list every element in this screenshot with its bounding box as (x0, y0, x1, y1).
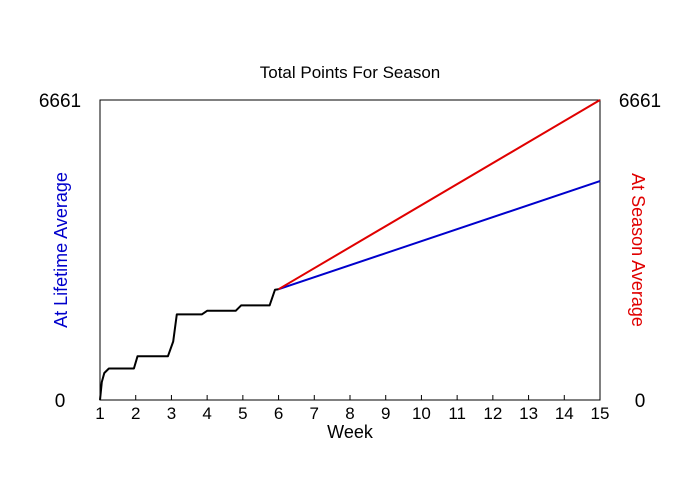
y-left-min-label: 0 (55, 391, 66, 412)
x-tick-label: 8 (345, 404, 354, 423)
x-tick-label: 4 (202, 404, 211, 423)
x-tick-label: 5 (238, 404, 247, 423)
x-tick-label: 7 (310, 404, 319, 423)
x-axis-label: Week (327, 422, 374, 442)
series-line-season (279, 100, 600, 289)
y-axis-label-right: At Season Average (628, 173, 648, 327)
chart-title: Total Points For Season (260, 63, 440, 82)
series-layer (100, 100, 600, 400)
x-tick-label: 6 (274, 404, 283, 423)
x-tick-label: 13 (519, 404, 538, 423)
x-tick-label: 15 (591, 404, 610, 423)
series-line-actual (100, 289, 279, 400)
x-tick-label: 14 (555, 404, 574, 423)
series-line-lifetime (279, 181, 600, 289)
x-tick-label: 9 (381, 404, 390, 423)
x-tick-label: 10 (412, 404, 431, 423)
x-tick-label: 3 (167, 404, 176, 423)
y-right-max-label: 6661 (619, 91, 661, 112)
x-tick-label: 12 (483, 404, 502, 423)
y-right-min-label: 0 (635, 391, 646, 412)
x-tick-label: 11 (448, 404, 466, 423)
y-left-max-label: 6661 (39, 91, 81, 112)
x-tick-label: 2 (131, 404, 140, 423)
y-axis-label-left: At Lifetime Average (51, 172, 71, 328)
x-ticks: 1 2 3 4 5 6 7 8 9 10 11 12 13 14 15 (95, 395, 609, 423)
x-tick-label: 1 (95, 404, 104, 423)
